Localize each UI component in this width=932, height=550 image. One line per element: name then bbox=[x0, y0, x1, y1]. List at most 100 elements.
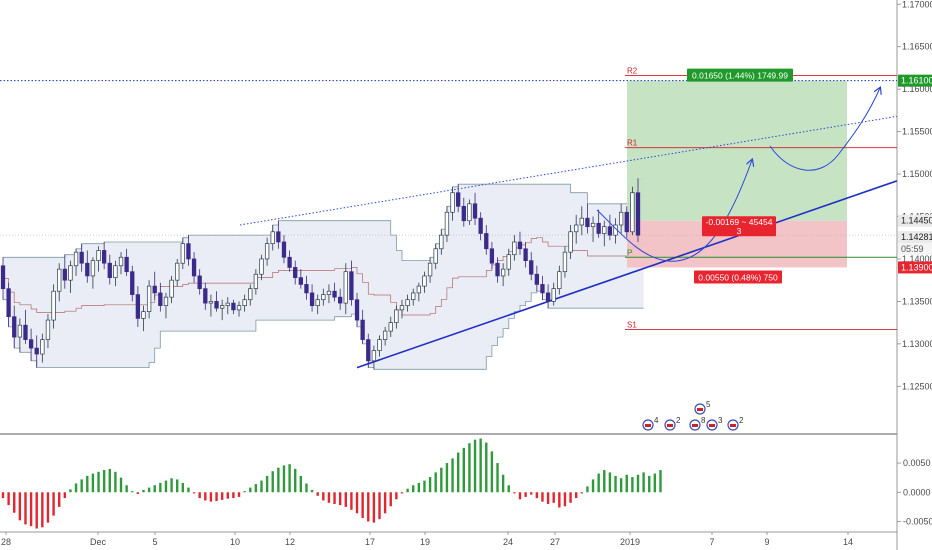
channel-lower-line bbox=[3, 290, 644, 370]
candle-body bbox=[467, 203, 472, 222]
histogram-bar bbox=[288, 464, 291, 493]
histogram-bar bbox=[507, 485, 510, 493]
candle-body bbox=[6, 288, 11, 318]
histogram-bar bbox=[192, 492, 196, 494]
candle-body bbox=[220, 305, 225, 309]
projection-arrow-1[interactable] bbox=[596, 160, 752, 262]
histogram-bar bbox=[57, 492, 61, 507]
histogram-bar bbox=[136, 492, 140, 495]
candle bbox=[248, 284, 253, 306]
candle-body bbox=[130, 271, 135, 295]
x-tick-label: 9 bbox=[764, 537, 769, 547]
profit-zone[interactable] bbox=[627, 80, 847, 221]
event-flag-icon[interactable]: 2 bbox=[727, 416, 744, 431]
candle bbox=[568, 224, 573, 259]
histogram-bar bbox=[614, 475, 617, 493]
histogram-bar bbox=[485, 442, 488, 493]
histogram-bar bbox=[310, 489, 314, 493]
event-flag-icon[interactable]: 5 bbox=[694, 400, 711, 415]
histogram-bar bbox=[372, 492, 376, 523]
event-flag-icon[interactable]: 8 bbox=[689, 416, 706, 431]
x-tick-label: 14 bbox=[843, 537, 853, 547]
candle bbox=[293, 260, 298, 285]
candle-body bbox=[197, 275, 202, 290]
x-tick-label: Dec bbox=[90, 537, 107, 547]
histogram-bar bbox=[468, 443, 471, 493]
candle bbox=[231, 299, 236, 315]
candle-body bbox=[242, 299, 247, 306]
projection-arrow-2[interactable] bbox=[769, 88, 880, 171]
event-flag-icon[interactable]: 4 bbox=[642, 416, 659, 431]
event-flag-count: 3 bbox=[718, 416, 723, 425]
candle bbox=[349, 260, 354, 306]
histogram-bar bbox=[440, 467, 443, 493]
candle-body bbox=[264, 243, 270, 260]
candle bbox=[102, 241, 107, 270]
candle-body bbox=[354, 299, 360, 321]
candle bbox=[62, 254, 67, 289]
candle bbox=[236, 301, 242, 317]
x-tick-label: 5 bbox=[152, 537, 157, 547]
candle bbox=[529, 252, 534, 281]
stop-price-badge: 1.13900 bbox=[898, 261, 932, 274]
candle-body bbox=[158, 292, 163, 306]
candle bbox=[377, 335, 382, 357]
histogram-bar bbox=[215, 492, 218, 502]
candle bbox=[264, 237, 270, 266]
event-flag-icon[interactable]: 2 bbox=[664, 416, 681, 431]
histogram-bar bbox=[546, 492, 550, 504]
histogram-bar bbox=[102, 470, 106, 493]
stop-badge[interactable]: 0.00550 (0.48%) 750 bbox=[694, 270, 782, 284]
histogram-bar bbox=[114, 471, 117, 493]
candle bbox=[270, 224, 275, 251]
histogram-bar bbox=[220, 492, 224, 500]
histogram-bar bbox=[591, 479, 595, 493]
osc-tick-label: 0.0000 bbox=[903, 487, 931, 497]
candle-body bbox=[506, 254, 511, 270]
histogram-bar bbox=[97, 471, 100, 493]
candle-body bbox=[281, 241, 287, 258]
support-trendline[interactable] bbox=[356, 180, 898, 369]
candle-body bbox=[534, 273, 539, 285]
candle bbox=[186, 235, 191, 266]
candle-body bbox=[23, 324, 28, 340]
event-flag-stripe bbox=[645, 424, 651, 427]
candle bbox=[416, 282, 421, 302]
histogram-bar bbox=[406, 488, 409, 493]
histogram-bar bbox=[574, 492, 578, 499]
candle-body bbox=[17, 324, 23, 338]
candle-body bbox=[377, 339, 382, 351]
x-tick-label: 24 bbox=[503, 537, 513, 547]
candle-body bbox=[315, 299, 320, 306]
candle bbox=[590, 216, 596, 242]
histogram-bar bbox=[277, 467, 280, 493]
target-badge[interactable]: 0.01650 (1.44%) 1749.99 bbox=[687, 68, 793, 82]
histogram-bar bbox=[305, 483, 308, 493]
y-tick-label: 1.15000 bbox=[902, 169, 932, 179]
candle bbox=[332, 282, 337, 302]
target-badge-bg bbox=[687, 68, 793, 82]
candle-body bbox=[635, 192, 641, 236]
event-flag-icon[interactable]: 3 bbox=[706, 416, 723, 431]
candle-body bbox=[489, 248, 495, 264]
candle-body bbox=[304, 284, 309, 294]
candle-body bbox=[405, 299, 410, 306]
candle bbox=[17, 318, 23, 353]
pivot-label-r2: R2 bbox=[627, 67, 638, 76]
histogram-bar bbox=[490, 451, 494, 493]
resistance-trendline[interactable] bbox=[239, 115, 898, 226]
histogram-bar bbox=[7, 492, 10, 506]
histogram-bar bbox=[260, 480, 263, 493]
event-flag-stripe bbox=[709, 424, 715, 427]
candle bbox=[618, 203, 624, 234]
histogram-bar bbox=[496, 463, 499, 493]
candle-body bbox=[461, 205, 466, 222]
candle-body bbox=[141, 311, 146, 319]
candle-body bbox=[399, 305, 405, 311]
candle-body bbox=[456, 192, 461, 207]
x-tick-label: 12 bbox=[285, 537, 295, 547]
candle-body bbox=[135, 294, 141, 319]
open-pl-bg bbox=[702, 216, 776, 237]
